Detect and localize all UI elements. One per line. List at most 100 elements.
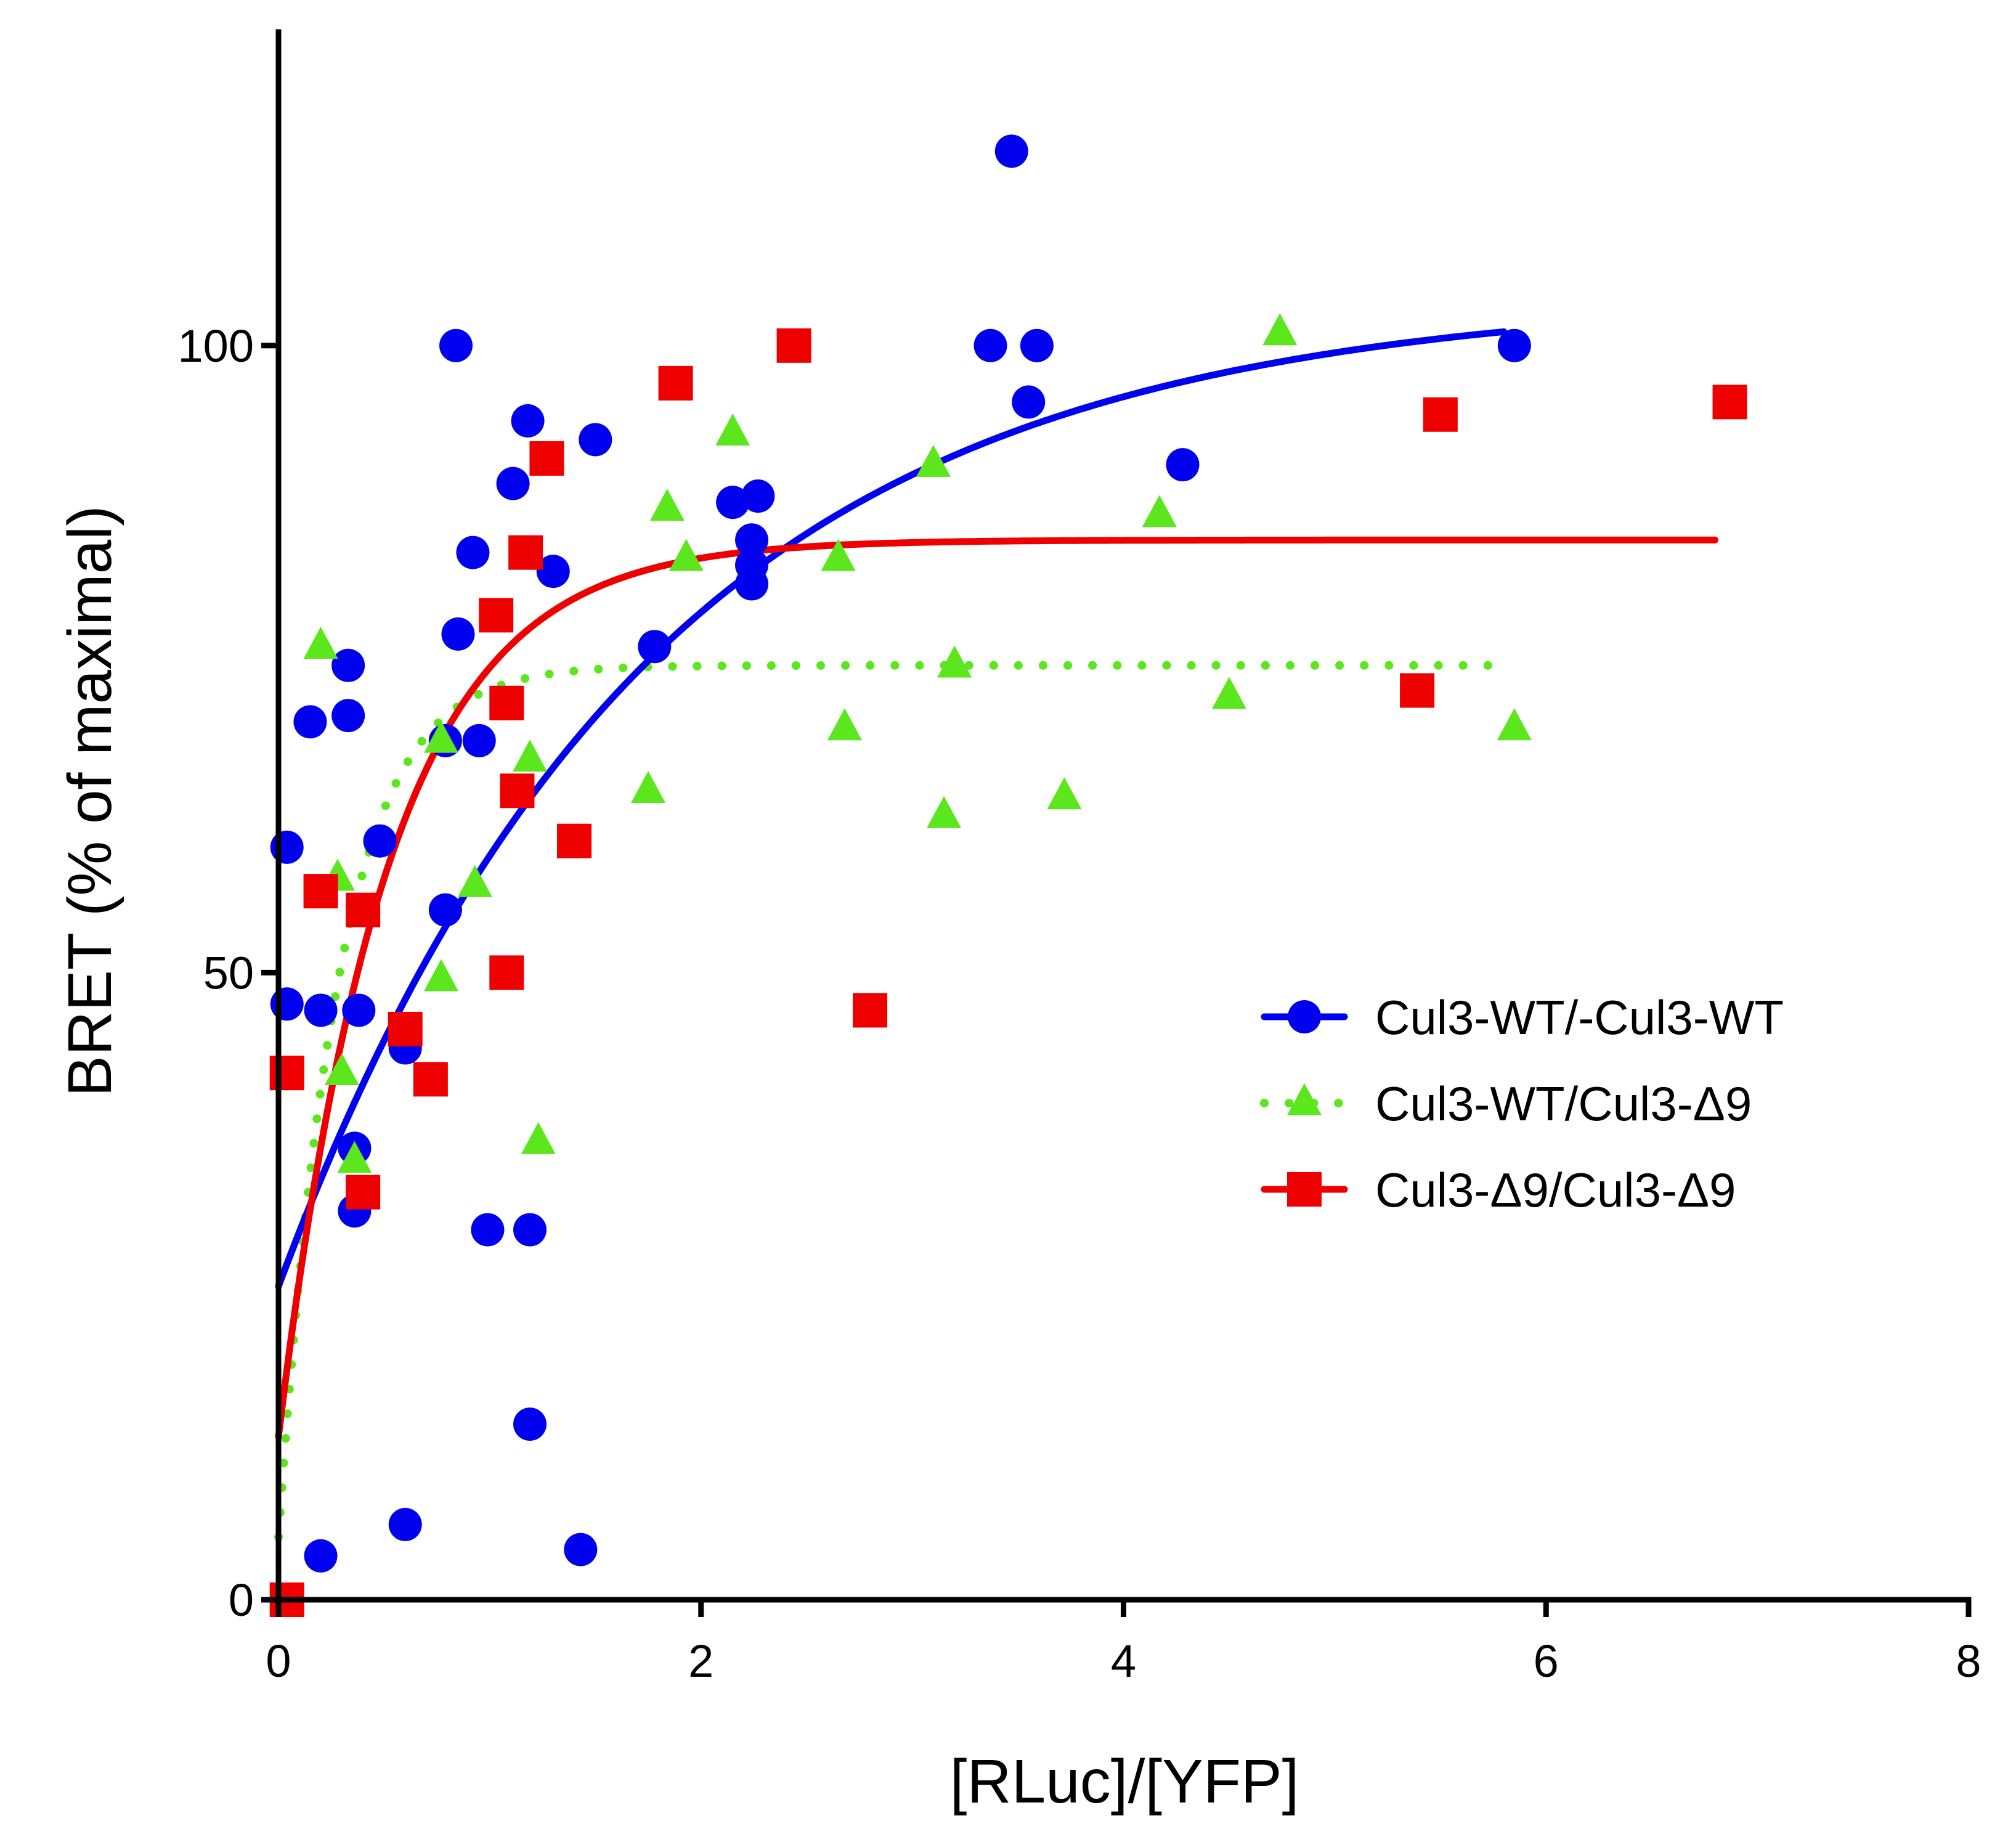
data-point-circle: [471, 1213, 505, 1247]
data-point-triangle: [1262, 313, 1298, 346]
data-point-circle: [428, 893, 462, 927]
data-point-square: [1712, 385, 1747, 420]
series-cul3-wt-cul3-9: [303, 313, 1532, 1173]
data-point-triangle: [916, 444, 951, 477]
data-point-triangle: [521, 1122, 556, 1154]
y-tick-label: 0: [229, 1574, 254, 1626]
data-point-square: [776, 328, 811, 363]
data-point-triangle: [631, 771, 666, 804]
legend-item-cul3-9-cul3-9: Cul3-Δ9/Cul3-Δ9: [1261, 1163, 1736, 1217]
data-point-triangle: [303, 627, 338, 659]
legend-marker-triangle: [1287, 1083, 1322, 1115]
x-tick-label: 0: [266, 1635, 291, 1687]
data-point-triangle: [424, 720, 459, 753]
x-tick-label: 4: [1111, 1635, 1136, 1687]
data-point-circle: [439, 328, 473, 362]
data-point-triangle: [324, 1053, 359, 1085]
data-point-square: [413, 1062, 448, 1097]
data-point-circle: [1166, 448, 1200, 482]
data-point-square: [557, 823, 592, 858]
fit-curve-cul3-wt-cul3-9: [274, 661, 1508, 1542]
data-point-triangle: [513, 739, 548, 772]
data-point-circle: [564, 1533, 598, 1566]
data-point-circle: [1020, 328, 1054, 362]
data-point-triangle: [1142, 495, 1177, 527]
data-point-square: [388, 1011, 423, 1046]
data-point-circle: [388, 1507, 422, 1541]
data-point-circle: [1497, 328, 1531, 362]
data-point-triangle: [337, 1141, 372, 1173]
x-axis-title: [RLuc]/[YFP]: [950, 1747, 1299, 1816]
x-tick-label: 2: [688, 1635, 713, 1687]
data-point-triangle: [457, 865, 492, 897]
data-point-square: [346, 892, 381, 927]
data-point-circle: [536, 555, 570, 589]
data-point-square: [269, 1056, 304, 1091]
data-point-circle: [638, 630, 672, 664]
data-point-triangle: [1047, 777, 1082, 810]
legend-marker-square: [1287, 1172, 1322, 1207]
data-point-square: [500, 773, 535, 809]
x-tick-label: 8: [1956, 1635, 1981, 1687]
data-point-square: [489, 955, 524, 990]
y-tick-label: 100: [178, 320, 254, 372]
data-point-triangle: [424, 959, 459, 992]
data-point-square: [529, 441, 564, 476]
data-point-triangle: [1497, 708, 1532, 741]
data-point-circle: [304, 1539, 338, 1573]
data-point-circle: [342, 993, 376, 1027]
data-point-circle: [994, 134, 1028, 168]
data-point-circle: [331, 648, 365, 682]
legend-item-cul3-wt-cul3-9: Cul3-WT/Cul3-Δ9: [1260, 1077, 1752, 1131]
legend-label: Cul3-Δ9/Cul3-Δ9: [1375, 1163, 1736, 1217]
legend-label: Cul3-WT/Cul3-Δ9: [1375, 1077, 1752, 1131]
data-point-square: [489, 685, 524, 720]
data-point-circle: [331, 699, 365, 733]
data-point-square: [658, 365, 693, 401]
axis-ticks: 0 2 4 6 8 0 50 100: [178, 320, 1981, 1687]
data-point-square: [508, 535, 543, 570]
data-point-square: [1400, 673, 1435, 708]
data-point-circle: [293, 705, 327, 739]
data-point-triangle: [649, 489, 685, 521]
data-point-circle: [462, 723, 496, 757]
data-point-circle: [513, 1213, 547, 1247]
y-axis-title: BRET (% of maximal): [55, 505, 124, 1096]
legend-item-cul3-wt-cul3-wt: Cul3-WT/-Cul3-WT: [1261, 990, 1784, 1045]
fit-curve-cul3-9-cul3-9: [275, 536, 1718, 1440]
data-point-circle: [716, 486, 750, 519]
axes: [275, 29, 1972, 1603]
data-point-circle: [735, 523, 769, 557]
data-point-circle: [441, 617, 475, 651]
data-point-triangle: [937, 645, 972, 678]
data-point-triangle: [827, 708, 862, 741]
data-points: [269, 134, 1747, 1617]
data-point-circle: [513, 1407, 547, 1441]
data-point-circle: [511, 404, 545, 438]
data-point-triangle: [927, 796, 962, 828]
data-point-triangle: [1211, 677, 1246, 709]
data-point-square: [303, 874, 338, 909]
data-point-circle: [741, 479, 775, 513]
data-point-circle: [735, 567, 769, 601]
data-point-circle: [270, 987, 304, 1021]
fit-curves: [274, 328, 1718, 1542]
y-tick-label: 50: [203, 947, 254, 998]
data-point-circle: [1012, 385, 1046, 419]
data-point-square: [479, 598, 514, 633]
fit-curve-cul3-wt-cul3-wt: [275, 328, 1508, 1290]
data-point-circle: [579, 423, 612, 457]
legend: Cul3-WT/-Cul3-WT Cul3-WT/Cul3-Δ9 Cul3-Δ9/C…: [1260, 990, 1784, 1217]
data-point-circle: [304, 993, 338, 1027]
data-point-triangle: [821, 539, 856, 571]
data-point-circle: [496, 466, 530, 500]
x-tick-label: 6: [1534, 1635, 1559, 1687]
data-point-circle: [363, 824, 397, 858]
data-point-square: [1423, 397, 1458, 432]
data-point-circle: [456, 536, 490, 569]
data-point-circle: [270, 830, 304, 864]
series-cul3-9-cul3-9: [269, 328, 1747, 1617]
data-point-circle: [973, 328, 1007, 362]
